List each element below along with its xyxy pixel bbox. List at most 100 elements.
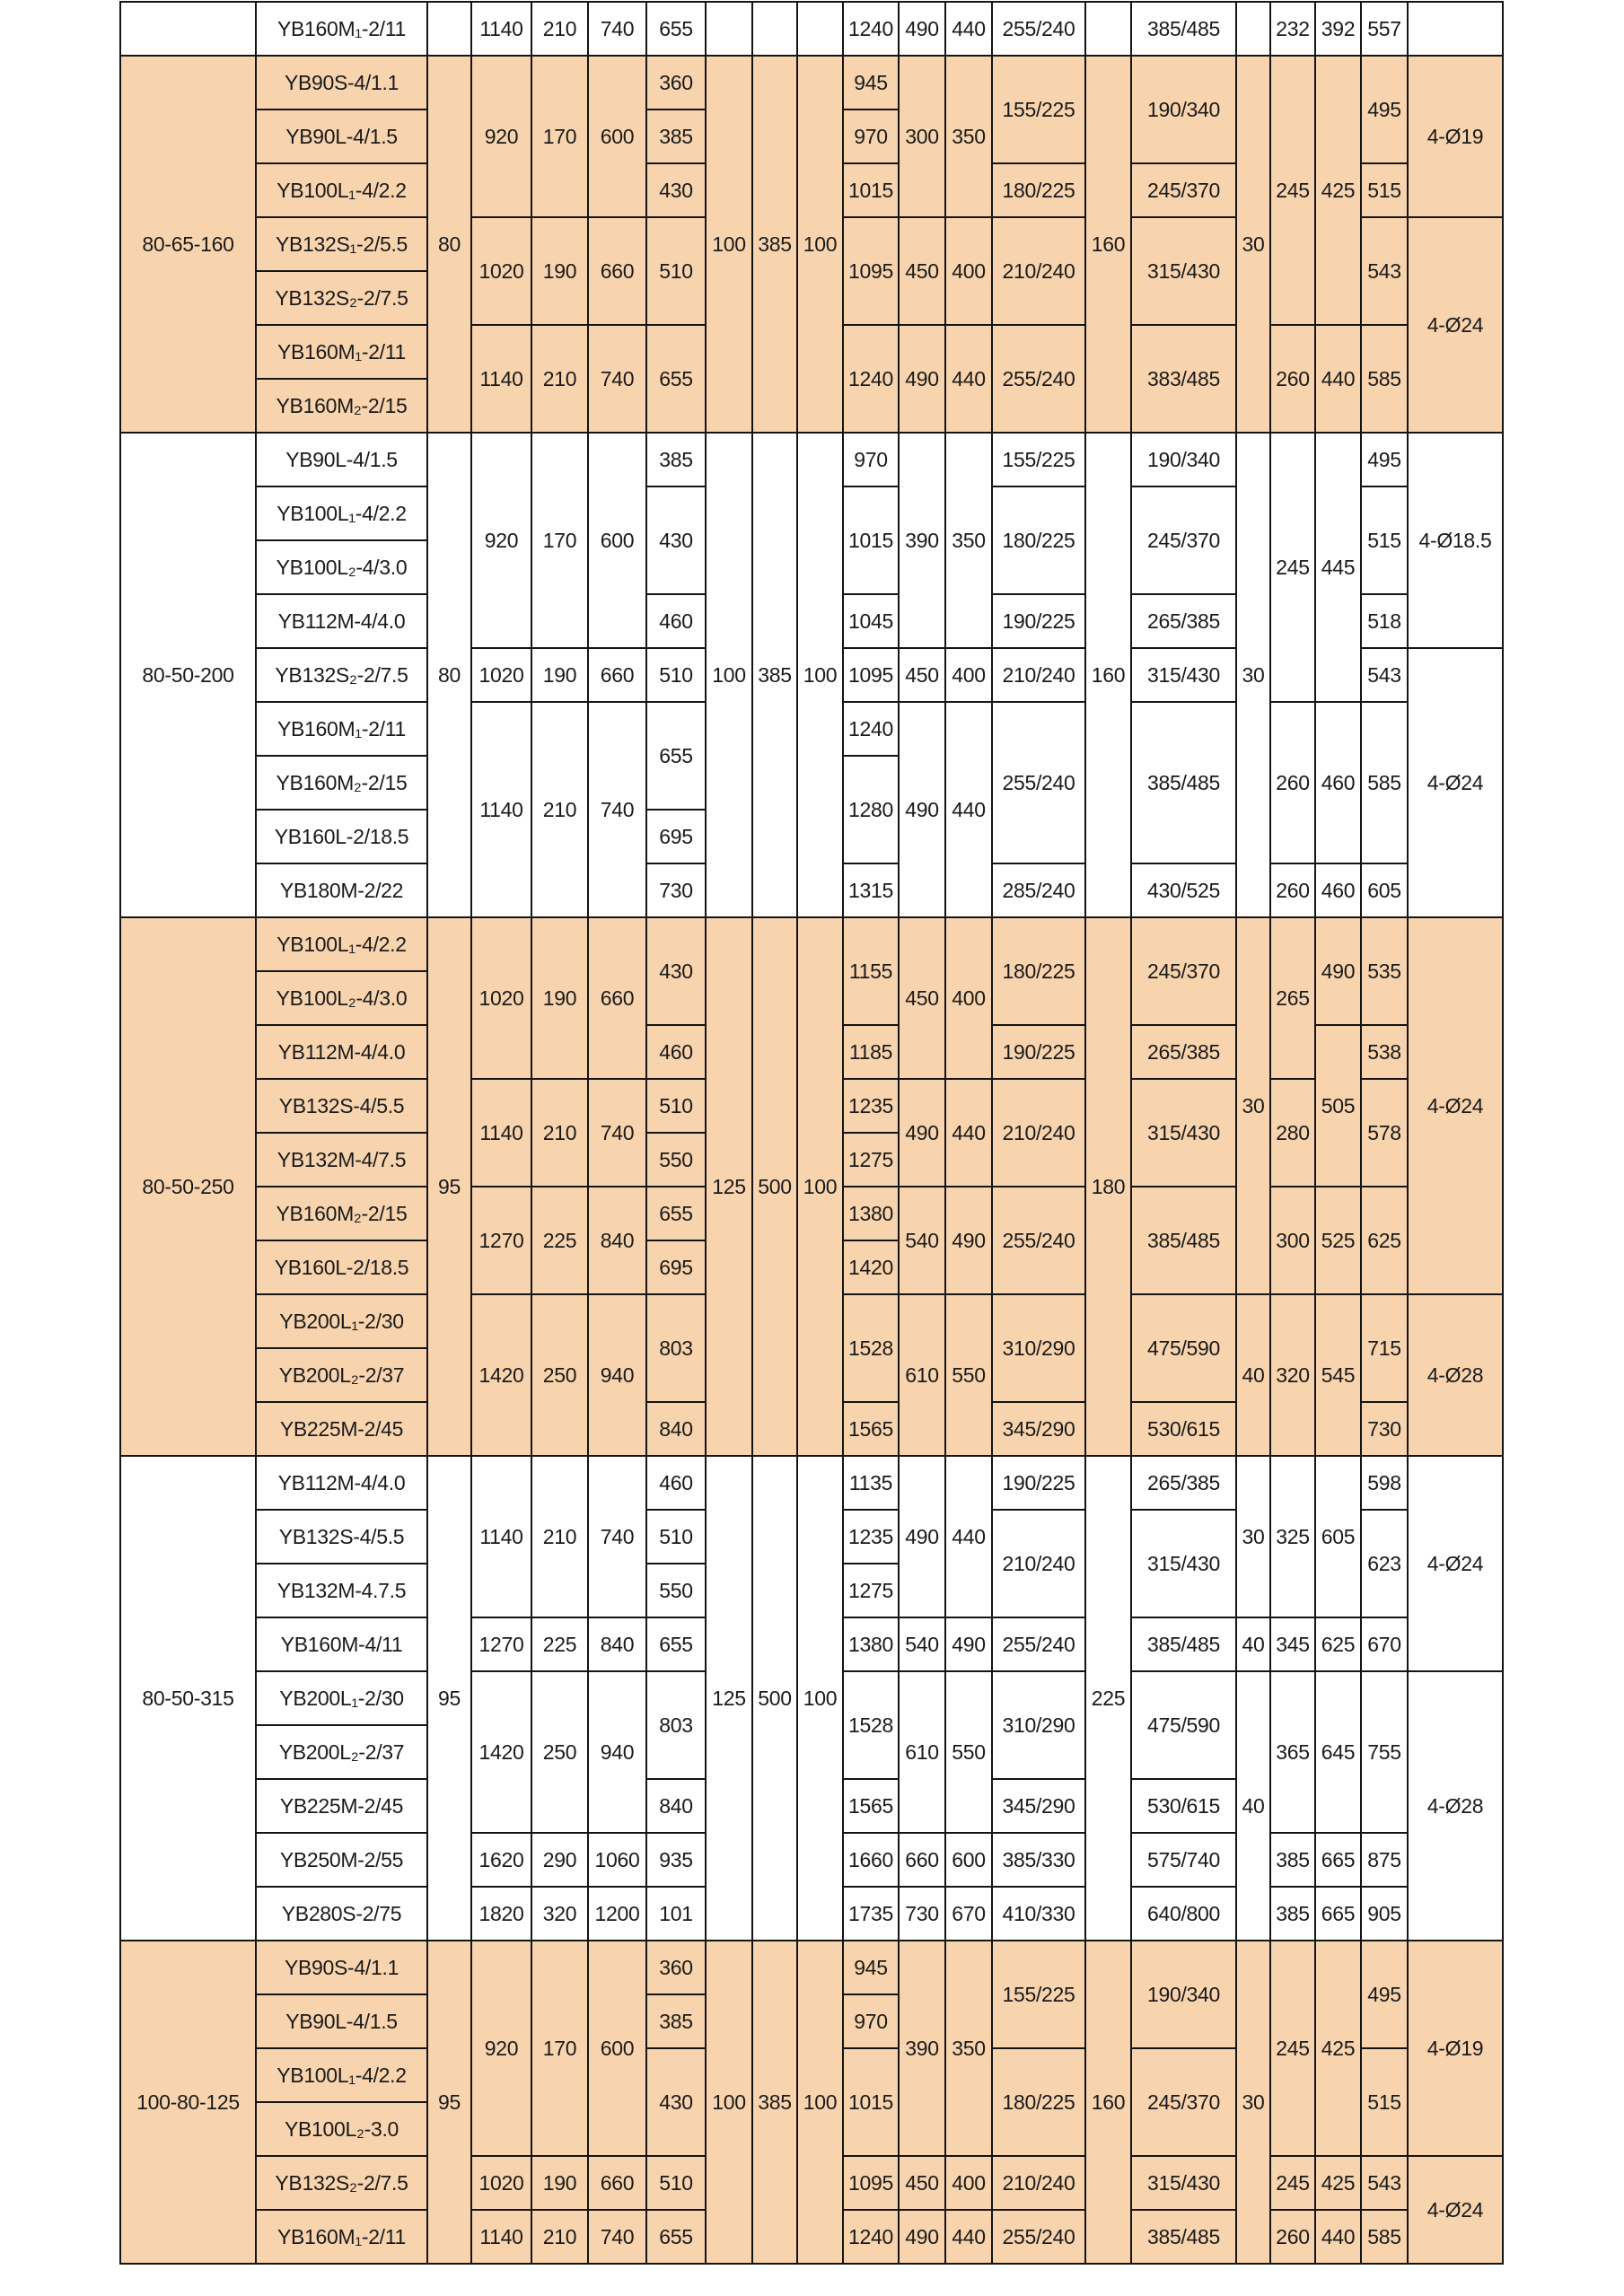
table-row: YB132S₂-2/7.5 1020 190 660 510 1095 450 400 210/… (120, 2155, 1504, 2265)
table-cell: 400 (944, 916, 993, 1080)
table-cell: 970 (842, 432, 900, 487)
table-cell: 875 (1360, 1832, 1409, 1888)
table-cell: 543 (1360, 216, 1409, 326)
table-cell: 95 (426, 1455, 472, 1941)
table-cell: 265/385 (1130, 593, 1237, 649)
table-cell: YB90S-4/1.1 (255, 1940, 428, 1995)
table-row: YB160M₁-2/11 1140 210 740 655 1240 490 440 255/2… (120, 2209, 1503, 2265)
table-cell: 225 (1084, 1455, 1132, 1941)
table-cell: 80-50-200 (119, 432, 257, 918)
table-cell: 255/240 (991, 1, 1086, 57)
table-cell: 325 (1269, 1455, 1316, 1618)
table-cell: YB160M₂-2/15 (255, 1186, 428, 1241)
table-cell: YB112M-4/4.0 (255, 1455, 428, 1511)
table-cell: 1020 (470, 647, 532, 703)
table-cell: 640/800 (1130, 1886, 1237, 1941)
table-cell: YB160M₁-2/11 (255, 701, 428, 757)
table-cell: 30 (1235, 916, 1271, 1295)
table-cell: 385 (751, 1940, 798, 2265)
table-cell: 170 (531, 55, 589, 218)
table-cell: 170 (531, 1940, 589, 2157)
table-cell: 4-Ø24 (1407, 916, 1504, 1295)
table-cell: 490 (944, 1617, 993, 1672)
table-cell: 30 (1235, 1940, 1271, 2265)
table-cell: 475/590 (1130, 1670, 1237, 1780)
table-cell: YB132S₂-2/7.5 (255, 2155, 428, 2211)
table-cell: 300 (898, 55, 946, 218)
table-cell: 740 (587, 324, 647, 434)
table-cell: 310/290 (991, 1670, 1086, 1780)
table-cell: 315/430 (1130, 2155, 1237, 2211)
table-cell: 245 (1269, 2155, 1316, 2211)
table-row: YB200L₂-2/37 (120, 1724, 1503, 1780)
table-cell: YB132M-4/7.5 (255, 1132, 428, 1187)
table-cell: 1235 (842, 1078, 900, 1134)
table-cell: 495 (1360, 55, 1409, 164)
table-cell: YB132S-4/5.5 (255, 1078, 428, 1134)
table-row: YB132S₂-2/7.5 1020 190 660 510 1095 450 400 210/… (120, 647, 1504, 918)
table-cell: 245/370 (1130, 486, 1237, 595)
table-cell: 440 (944, 1078, 993, 1187)
table-cell: YB132S-4/5.5 (255, 1509, 428, 1564)
table-cell: 245 (1269, 55, 1316, 326)
table-cell: 80-50-315 (119, 1455, 257, 1941)
table-cell: 945 (842, 1940, 900, 1995)
table-cell: 4-Ø24 (1407, 216, 1504, 434)
table-cell: 600 (944, 1832, 993, 1888)
table-row: YB132S-4/5.5 510 1235 210/240 315/430 623 (120, 1509, 1503, 1618)
table-cell: 1020 (470, 216, 532, 326)
table-cell: 557 (1360, 1, 1409, 57)
table-cell: 940 (587, 1293, 647, 1457)
table-cell: 190 (531, 216, 589, 326)
table-cell: 1565 (842, 1778, 900, 1834)
table-row: 80-50-315 YB112M-4/4.0 95 1140 210 740 460 125 5… (119, 1455, 1504, 1941)
table-cell: 180/225 (991, 162, 1086, 218)
table-row: 80-65-160 YB90S-4/1.1 80 920 170 600 360 100 385… (119, 55, 1504, 434)
table-cell: 300 (1269, 1186, 1316, 1295)
table-cell: YB225M-2/45 (255, 1401, 428, 1457)
table-cell: YB132S₂-2/7.5 (255, 270, 428, 326)
table-row: YB200L₂-2/37 (120, 1347, 1503, 1403)
table-cell: 1200 (587, 1886, 647, 1941)
table-cell: 665 (1314, 1832, 1362, 1888)
table-cell: 655 (645, 324, 707, 434)
table-cell: YB225M-2/45 (255, 1778, 428, 1834)
table-cell: 500 (751, 916, 798, 1457)
table-row: YB200L₁-2/30 1420 250 940 803 1528 610 550 310/2… (120, 1670, 1504, 1941)
table-cell: 475/590 (1130, 1293, 1237, 1403)
table-cell: 345 (1269, 1617, 1316, 1672)
table-cell: 100 (705, 432, 753, 918)
table-cell: 538 (1360, 1024, 1409, 1080)
table-cell: 935 (645, 1832, 707, 1888)
table-cell: 655 (645, 1186, 707, 1241)
table-cell: 280 (1269, 1078, 1316, 1187)
table-cell: YB100L₁-4/2.2 (255, 916, 428, 972)
table-cell: 515 (1360, 486, 1409, 595)
table-cell: 4-Ø28 (1407, 1670, 1504, 1941)
table-cell: 155/225 (991, 1940, 1086, 2049)
table-cell: 1095 (842, 216, 900, 326)
table-row: YB160M₂-2/15 1270 225 840 655 1380 540 490 255/2… (120, 1186, 1503, 1295)
table-cell: 385/485 (1130, 1, 1237, 57)
table-cell: YB200L₁-2/30 (255, 1670, 428, 1726)
table-cell: 40 (1235, 1617, 1271, 1672)
table-cell: 265/385 (1130, 1024, 1237, 1080)
table-body: YB160M₁-2/11 1140 210 740 655 1240 490 440 255/2… (119, 1, 1504, 2265)
table-cell: 660 (587, 916, 647, 1080)
table-cell: 495 (1360, 432, 1409, 487)
table-cell: 385/330 (991, 1832, 1086, 1888)
table-cell: 715 (1360, 1293, 1409, 1403)
table-cell: 160 (1084, 432, 1132, 918)
table-cell: 180/225 (991, 486, 1086, 595)
table-cell: 385 (1269, 1886, 1316, 1941)
table-row: YB100L₂-3.0 (120, 2101, 1503, 2157)
table-cell: YB250M-2/55 (255, 1832, 428, 1888)
table-cell: 490 (898, 2209, 946, 2265)
table-cell: 610 (898, 1670, 946, 1834)
table-cell: 585 (1360, 324, 1409, 434)
table-cell: 730 (645, 863, 707, 918)
table-cell: 350 (944, 1940, 993, 2157)
table-cell: 655 (645, 1, 707, 57)
table-cell: 210/240 (991, 647, 1086, 703)
table-cell: 210 (531, 1078, 589, 1187)
